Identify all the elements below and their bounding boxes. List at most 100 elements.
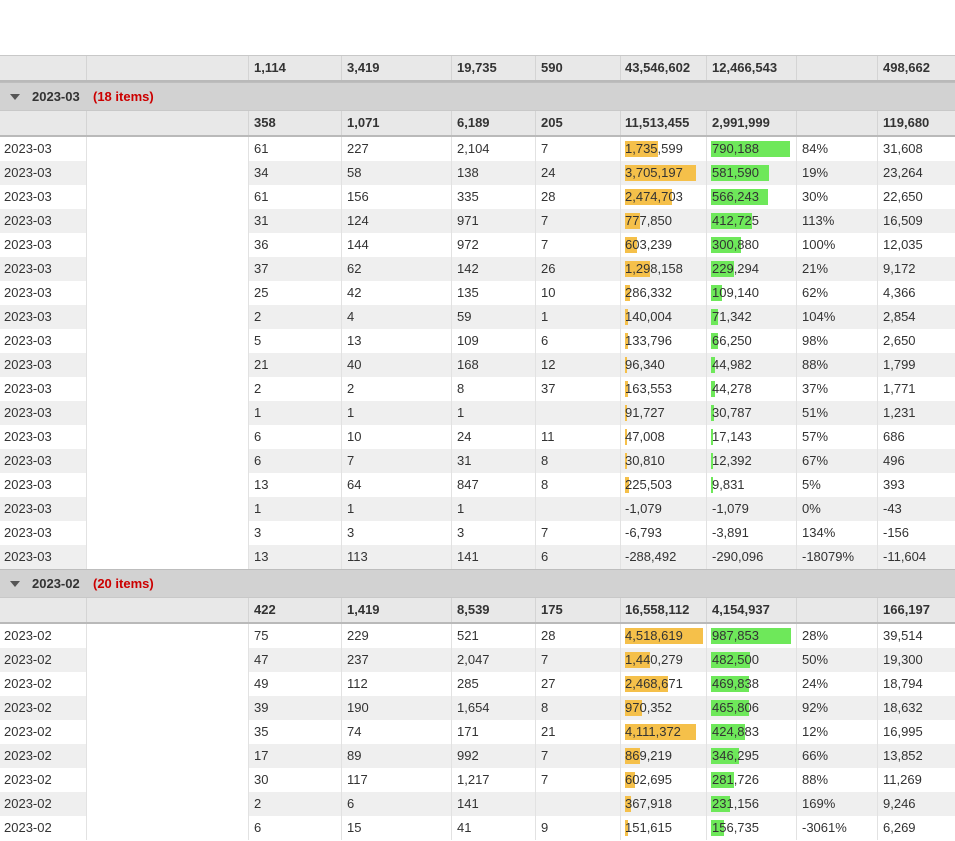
table-row[interactable]: 2023-02 35 74 171 21 4,111,372 424,883 12% 16,99… — [0, 720, 955, 744]
revenue-cell: 133,796 — [620, 329, 706, 353]
units-cell: 3 — [341, 521, 451, 545]
profit-bar — [711, 213, 752, 229]
profit-cell: 790,188 — [706, 137, 796, 161]
group-header-2023-03[interactable]: 2023-03 (18 items) — [0, 82, 955, 110]
table-row[interactable]: 2023-03 1 1 1 -1,079 -1,079 0% -43 — [0, 497, 955, 521]
views-cell: 3 — [451, 521, 535, 545]
units-cell: 113 — [341, 545, 451, 569]
label-cell — [86, 185, 248, 209]
qty-cell: 30 — [248, 768, 341, 792]
days-cell: 28 — [535, 185, 620, 209]
days-cell: 10 — [535, 281, 620, 305]
units-cell: 13 — [341, 329, 451, 353]
table-row[interactable]: 2023-03 1 1 1 91,727 30,787 51% 1,231 — [0, 401, 955, 425]
units-cell: 112 — [341, 672, 451, 696]
table-row[interactable]: 2023-03 61 156 335 28 2,474,703 566,243 30% 22,6… — [0, 185, 955, 209]
table-row[interactable]: 2023-03 61 227 2,104 7 1,735,599 790,188 84% 31,… — [0, 137, 955, 161]
revenue-cell: 970,352 — [620, 696, 706, 720]
units-cell: 229 — [341, 624, 451, 648]
month-cell: 2023-03 — [0, 545, 86, 569]
table-row[interactable]: 2023-03 37 62 142 26 1,298,158 229,294 21% 9,172 — [0, 257, 955, 281]
revenue-cell: 2,468,671 — [620, 672, 706, 696]
table-row[interactable]: 2023-03 3 3 3 7 -6,793 -3,891 134% -156 — [0, 521, 955, 545]
table-row[interactable]: 2023-03 21 40 168 12 96,340 44,982 88% 1,799 — [0, 353, 955, 377]
revenue-bar — [625, 309, 628, 325]
table-row[interactable]: 2023-03 13 113 141 6 -288,492 -290,096 -18079% -… — [0, 545, 955, 569]
label-cell — [86, 401, 248, 425]
profit-bar — [711, 772, 734, 788]
average-cell: 19,300 — [877, 648, 955, 672]
table-row[interactable]: 2023-03 6 10 24 11 47,008 17,143 57% 686 — [0, 425, 955, 449]
revenue-bar — [625, 748, 640, 764]
views-cell: 138 — [451, 161, 535, 185]
profit-cell: 566,243 — [706, 185, 796, 209]
totals-avg-cell: 166,197 — [877, 598, 955, 622]
month-cell: 2023-02 — [4, 820, 52, 835]
revenue-bar — [625, 477, 629, 493]
month-cell: 2023-03 — [4, 333, 52, 348]
table-row[interactable]: 2023-03 2 2 8 37 163,553 44,278 37% 1,771 — [0, 377, 955, 401]
totals-days-cell: 590 — [535, 56, 620, 80]
revenue-cell: 151,615 — [620, 816, 706, 840]
qty-cell: 3 — [248, 521, 341, 545]
collapse-caret-icon[interactable] — [10, 581, 20, 587]
collapse-caret-icon[interactable] — [10, 94, 20, 100]
qty-cell: 1 — [248, 401, 341, 425]
days-cell: 26 — [535, 257, 620, 281]
average-cell: 2,854 — [877, 305, 955, 329]
average-cell: 18,794 — [877, 672, 955, 696]
revenue-cell: 140,004 — [620, 305, 706, 329]
views-cell: 2,047 — [451, 648, 535, 672]
revenue-bar — [625, 429, 627, 445]
table-row[interactable]: 2023-02 17 89 992 7 869,219 346,295 66% 13,852 — [0, 744, 955, 768]
qty-cell: 37 — [248, 257, 341, 281]
margin-pct-cell: 98% — [796, 329, 877, 353]
views-cell: 8 — [451, 377, 535, 401]
revenue-bar — [625, 165, 696, 181]
profit-bar — [711, 381, 715, 397]
table-row[interactable]: 2023-03 25 42 135 10 286,332 109,140 62% 4,366 — [0, 281, 955, 305]
month-cell: 2023-03 — [0, 353, 86, 377]
revenue-bar — [625, 333, 628, 349]
data-grid: 1,114 3,419 19,735 590 43,546,602 12,466,543 4… — [0, 55, 955, 840]
qty-cell: 2 — [248, 305, 341, 329]
table-row[interactable]: 2023-03 2 4 59 1 140,004 71,342 104% 2,854 — [0, 305, 955, 329]
qty-cell: 2 — [248, 377, 341, 401]
margin-pct-cell: 12% — [796, 720, 877, 744]
margin-pct-cell: 57% — [796, 425, 877, 449]
table-row[interactable]: 2023-03 31 124 971 7 777,850 412,725 113% 16,509 — [0, 209, 955, 233]
days-cell: 37 — [535, 377, 620, 401]
revenue-cell: 603,239 — [620, 233, 706, 257]
average-cell: 13,852 — [877, 744, 955, 768]
table-row[interactable]: 2023-02 75 229 521 28 4,518,619 987,853 28% 39,5… — [0, 624, 955, 648]
views-cell: 135 — [451, 281, 535, 305]
table-row[interactable]: 2023-03 36 144 972 7 603,239 300,880 100% 12,035 — [0, 233, 955, 257]
table-row[interactable]: 2023-02 6 15 41 9 151,615 156,735 -3061% 6,269 — [0, 816, 955, 840]
table-row[interactable]: 2023-03 5 13 109 6 133,796 66,250 98% 2,650 — [0, 329, 955, 353]
label-cell — [86, 473, 248, 497]
table-row[interactable]: 2023-02 2 6 141 367,918 231,156 169% 9,246 — [0, 792, 955, 816]
table-row[interactable]: 2023-02 47 237 2,047 7 1,440,279 482,500 50% 19,… — [0, 648, 955, 672]
table-row[interactable]: 2023-03 34 58 138 24 3,705,197 581,590 19% 23,26… — [0, 161, 955, 185]
qty-cell: 2 — [248, 792, 341, 816]
totals-profit-cell: 2,991,999 — [706, 111, 796, 135]
group-header-2023-02[interactable]: 2023-02 (20 items) — [0, 569, 955, 597]
average-cell: 393 — [877, 473, 955, 497]
views-cell: 142 — [451, 257, 535, 281]
table-row[interactable]: 2023-02 30 117 1,217 7 602,695 281,726 88% 11,26… — [0, 768, 955, 792]
month-cell: 2023-03 — [4, 189, 52, 204]
table-row[interactable]: 2023-03 13 64 847 8 225,503 9,831 5% 393 — [0, 473, 955, 497]
average-cell: 4,366 — [877, 281, 955, 305]
table-row[interactable]: 2023-02 39 190 1,654 8 970,352 465,806 92% 18,63… — [0, 696, 955, 720]
average-cell: 22,650 — [877, 185, 955, 209]
qty-cell: 13 — [248, 545, 341, 569]
table-row[interactable]: 2023-03 6 7 31 8 30,810 12,392 67% 496 — [0, 449, 955, 473]
units-cell: 117 — [341, 768, 451, 792]
margin-pct-cell: 104% — [796, 305, 877, 329]
views-cell: 2,104 — [451, 137, 535, 161]
margin-pct-cell: 37% — [796, 377, 877, 401]
revenue-bar — [625, 357, 627, 373]
table-row[interactable]: 2023-02 49 112 285 27 2,468,671 469,838 24% 18,7… — [0, 672, 955, 696]
units-cell: 64 — [341, 473, 451, 497]
revenue-bar — [625, 796, 631, 812]
